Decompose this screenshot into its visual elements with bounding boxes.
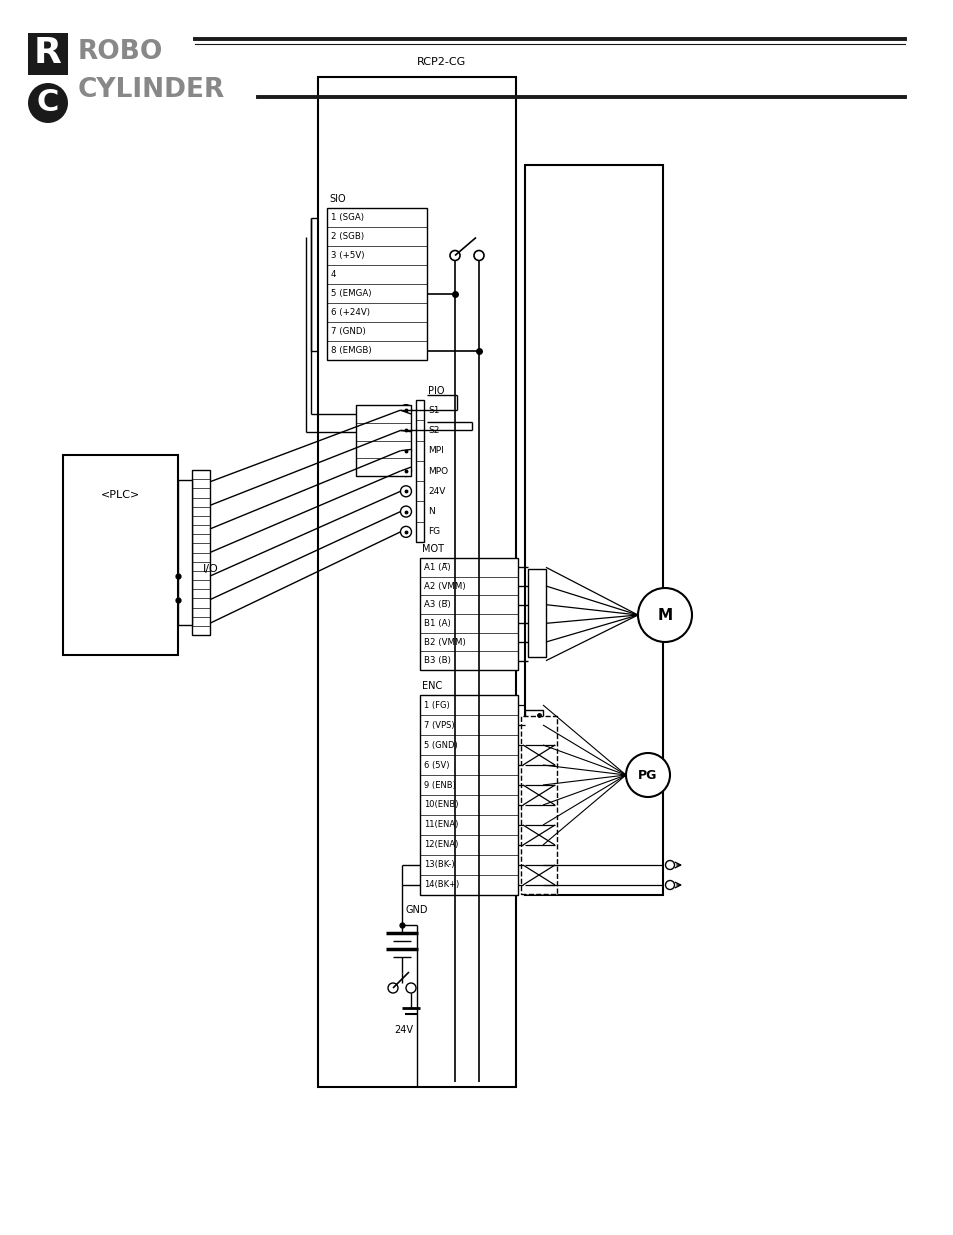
Circle shape bbox=[388, 983, 397, 993]
Text: S2: S2 bbox=[428, 426, 439, 435]
Text: 8 (EMGB): 8 (EMGB) bbox=[331, 346, 372, 354]
Text: N: N bbox=[428, 508, 435, 516]
Bar bbox=[520, 716, 557, 894]
Text: SIO: SIO bbox=[329, 194, 345, 204]
Circle shape bbox=[28, 83, 68, 124]
Circle shape bbox=[406, 983, 416, 993]
Circle shape bbox=[625, 753, 669, 797]
Bar bbox=[28, 33, 68, 75]
Text: 24V: 24V bbox=[394, 1025, 413, 1035]
Text: 2 (SGB): 2 (SGB) bbox=[331, 232, 364, 241]
Text: MPO: MPO bbox=[428, 467, 448, 475]
Text: MPI: MPI bbox=[428, 446, 443, 456]
Circle shape bbox=[638, 588, 691, 642]
Bar bbox=[527, 569, 545, 657]
Text: B3 (B): B3 (B) bbox=[423, 656, 451, 666]
Circle shape bbox=[400, 466, 411, 477]
Text: 12(ENA): 12(ENA) bbox=[423, 841, 457, 850]
Circle shape bbox=[400, 506, 411, 517]
Bar bbox=[524, 165, 662, 895]
Text: 1 (SGA): 1 (SGA) bbox=[331, 212, 364, 222]
Text: 7 (VPS): 7 (VPS) bbox=[423, 720, 455, 730]
Text: PIO: PIO bbox=[428, 387, 444, 396]
Bar bbox=[416, 400, 423, 542]
Text: RCP2-CG: RCP2-CG bbox=[416, 57, 466, 67]
Text: 5 (EMGA): 5 (EMGA) bbox=[331, 289, 371, 298]
Bar bbox=[178, 480, 192, 625]
Text: CYLINDER: CYLINDER bbox=[78, 77, 225, 103]
Text: 10(ENB): 10(ENB) bbox=[423, 800, 458, 809]
Text: B1 (A): B1 (A) bbox=[423, 619, 450, 627]
Text: 14(BK+): 14(BK+) bbox=[423, 881, 458, 889]
Text: ROBO: ROBO bbox=[78, 40, 163, 65]
Text: PG: PG bbox=[638, 768, 657, 782]
Text: I/O: I/O bbox=[203, 564, 218, 574]
Text: 13(BK-): 13(BK-) bbox=[423, 861, 455, 869]
Circle shape bbox=[665, 881, 674, 889]
Bar bbox=[327, 207, 427, 359]
Text: A2 (VMM): A2 (VMM) bbox=[423, 582, 465, 590]
Text: <PLC>: <PLC> bbox=[101, 490, 140, 500]
Circle shape bbox=[450, 251, 459, 261]
Bar bbox=[355, 405, 411, 475]
Circle shape bbox=[400, 445, 411, 456]
Text: 6 (5V): 6 (5V) bbox=[423, 761, 449, 769]
Text: A1 (A̅): A1 (A̅) bbox=[423, 563, 450, 572]
Circle shape bbox=[474, 251, 483, 261]
Text: 5 (GND): 5 (GND) bbox=[423, 741, 457, 750]
Text: C: C bbox=[37, 88, 59, 116]
Text: 1 (FG): 1 (FG) bbox=[423, 700, 449, 709]
Bar bbox=[63, 454, 178, 655]
Text: 9 (ĒNB): 9 (ĒNB) bbox=[423, 781, 456, 789]
Text: 24V: 24V bbox=[428, 487, 445, 495]
Text: MOT: MOT bbox=[421, 543, 443, 555]
Text: S1: S1 bbox=[428, 405, 439, 415]
Text: GND: GND bbox=[406, 905, 428, 915]
Bar bbox=[419, 558, 517, 671]
Bar bbox=[192, 471, 210, 635]
Bar bbox=[419, 695, 517, 895]
Bar bbox=[524, 710, 542, 882]
Text: R: R bbox=[34, 36, 62, 70]
Text: 4: 4 bbox=[331, 270, 336, 279]
Text: A3 (B̅): A3 (B̅) bbox=[423, 600, 450, 609]
Text: 7 (GND): 7 (GND) bbox=[331, 327, 365, 336]
Text: M: M bbox=[657, 608, 672, 622]
Text: 6 (+24V): 6 (+24V) bbox=[331, 308, 370, 317]
Text: 3 (+5V): 3 (+5V) bbox=[331, 251, 364, 261]
Circle shape bbox=[400, 425, 411, 436]
Text: 11(ĒNA): 11(ĒNA) bbox=[423, 820, 457, 830]
Circle shape bbox=[400, 485, 411, 496]
Circle shape bbox=[400, 405, 411, 416]
Text: B2 (VMM): B2 (VMM) bbox=[423, 637, 465, 646]
Text: FG: FG bbox=[428, 527, 439, 536]
Circle shape bbox=[400, 526, 411, 537]
Bar bbox=[317, 77, 516, 1087]
Text: ENC: ENC bbox=[421, 680, 442, 692]
Circle shape bbox=[665, 861, 674, 869]
